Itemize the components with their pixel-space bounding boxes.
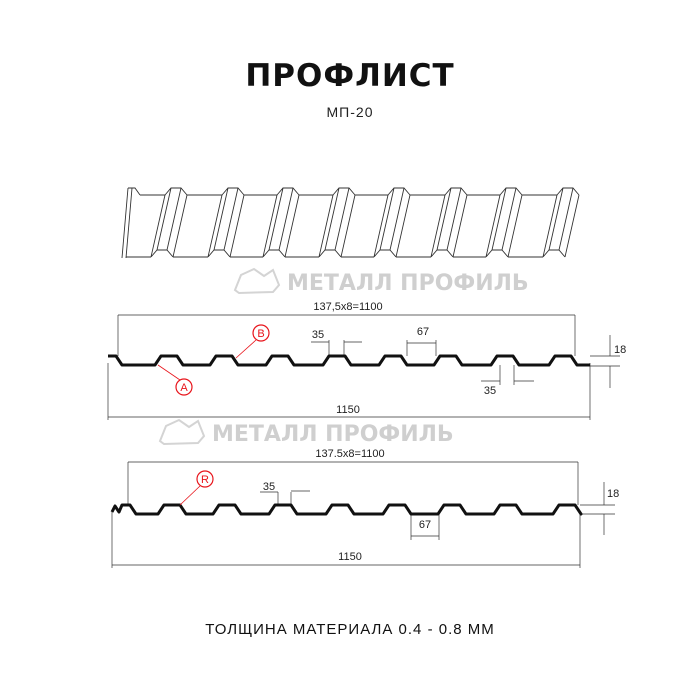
sheet-rib — [262, 187, 300, 258]
sheet-trough — [285, 194, 333, 258]
sheet-rib — [430, 187, 468, 258]
sheet-edge — [121, 187, 141, 259]
svg-text:A: A — [180, 382, 188, 394]
sheet-rib — [485, 187, 523, 258]
sheet-trough — [230, 194, 277, 258]
sheet-trough — [173, 194, 222, 258]
rib-bottom-label: 35 — [484, 385, 496, 397]
watermark-1: МЕТАЛЛ ПРОФИЛЬ — [233, 267, 529, 296]
watermark-text: МЕТАЛЛ ПРОФИЛЬ — [212, 422, 454, 447]
sheet-trough — [508, 194, 557, 258]
sheet-trough — [126, 194, 165, 258]
pitch-label: 137,5x8=1100 — [313, 301, 382, 313]
width-label: 1150 — [336, 404, 360, 416]
sheet-rib — [150, 187, 188, 258]
sheet-trough — [453, 194, 500, 258]
profile-b: 137.5x8=1100 1150 35 67 18 R — [110, 448, 619, 568]
material-thickness-note: ТОЛЩИНА МАТЕРИАЛА 0.4 - 0.8 ММ — [205, 621, 495, 638]
page-title: ПРОФЛИСТ — [245, 58, 455, 94]
rib-top-label: 35 — [312, 329, 324, 341]
sheet-trough — [341, 194, 388, 258]
height-label: 18 — [607, 488, 619, 500]
sheet-rib — [207, 187, 245, 258]
page-subtitle: МП-20 — [326, 104, 374, 120]
profile-a: 137,5x8=1100 1150 35 35 67 18 B A — [107, 301, 626, 420]
sheet-rib — [318, 187, 356, 258]
sheet-3d-view — [121, 187, 580, 259]
sheet-rib — [542, 187, 580, 258]
trough-label: 67 — [417, 326, 429, 338]
rib-top-label: 35 — [263, 481, 275, 493]
watermark-2: МЕТАЛЛ ПРОФИЛЬ — [158, 418, 454, 447]
height-label: 18 — [614, 344, 626, 356]
logo-icon — [158, 418, 206, 446]
sheet-trough — [396, 194, 445, 258]
width-label: 1150 — [338, 551, 362, 563]
sheet-rib — [373, 187, 411, 258]
marker-a: A — [157, 364, 193, 396]
logo-icon — [233, 267, 281, 295]
marker-b: B — [235, 324, 270, 359]
svg-text:R: R — [201, 474, 209, 486]
svg-text:B: B — [257, 328, 264, 340]
marker-r: R — [179, 470, 214, 506]
profile-a-line — [108, 354, 590, 367]
profile-b-line — [110, 503, 583, 516]
trough-label: 67 — [419, 519, 431, 531]
watermark-text: МЕТАЛЛ ПРОФИЛЬ — [287, 271, 529, 296]
pitch-label: 137.5x8=1100 — [315, 448, 384, 460]
